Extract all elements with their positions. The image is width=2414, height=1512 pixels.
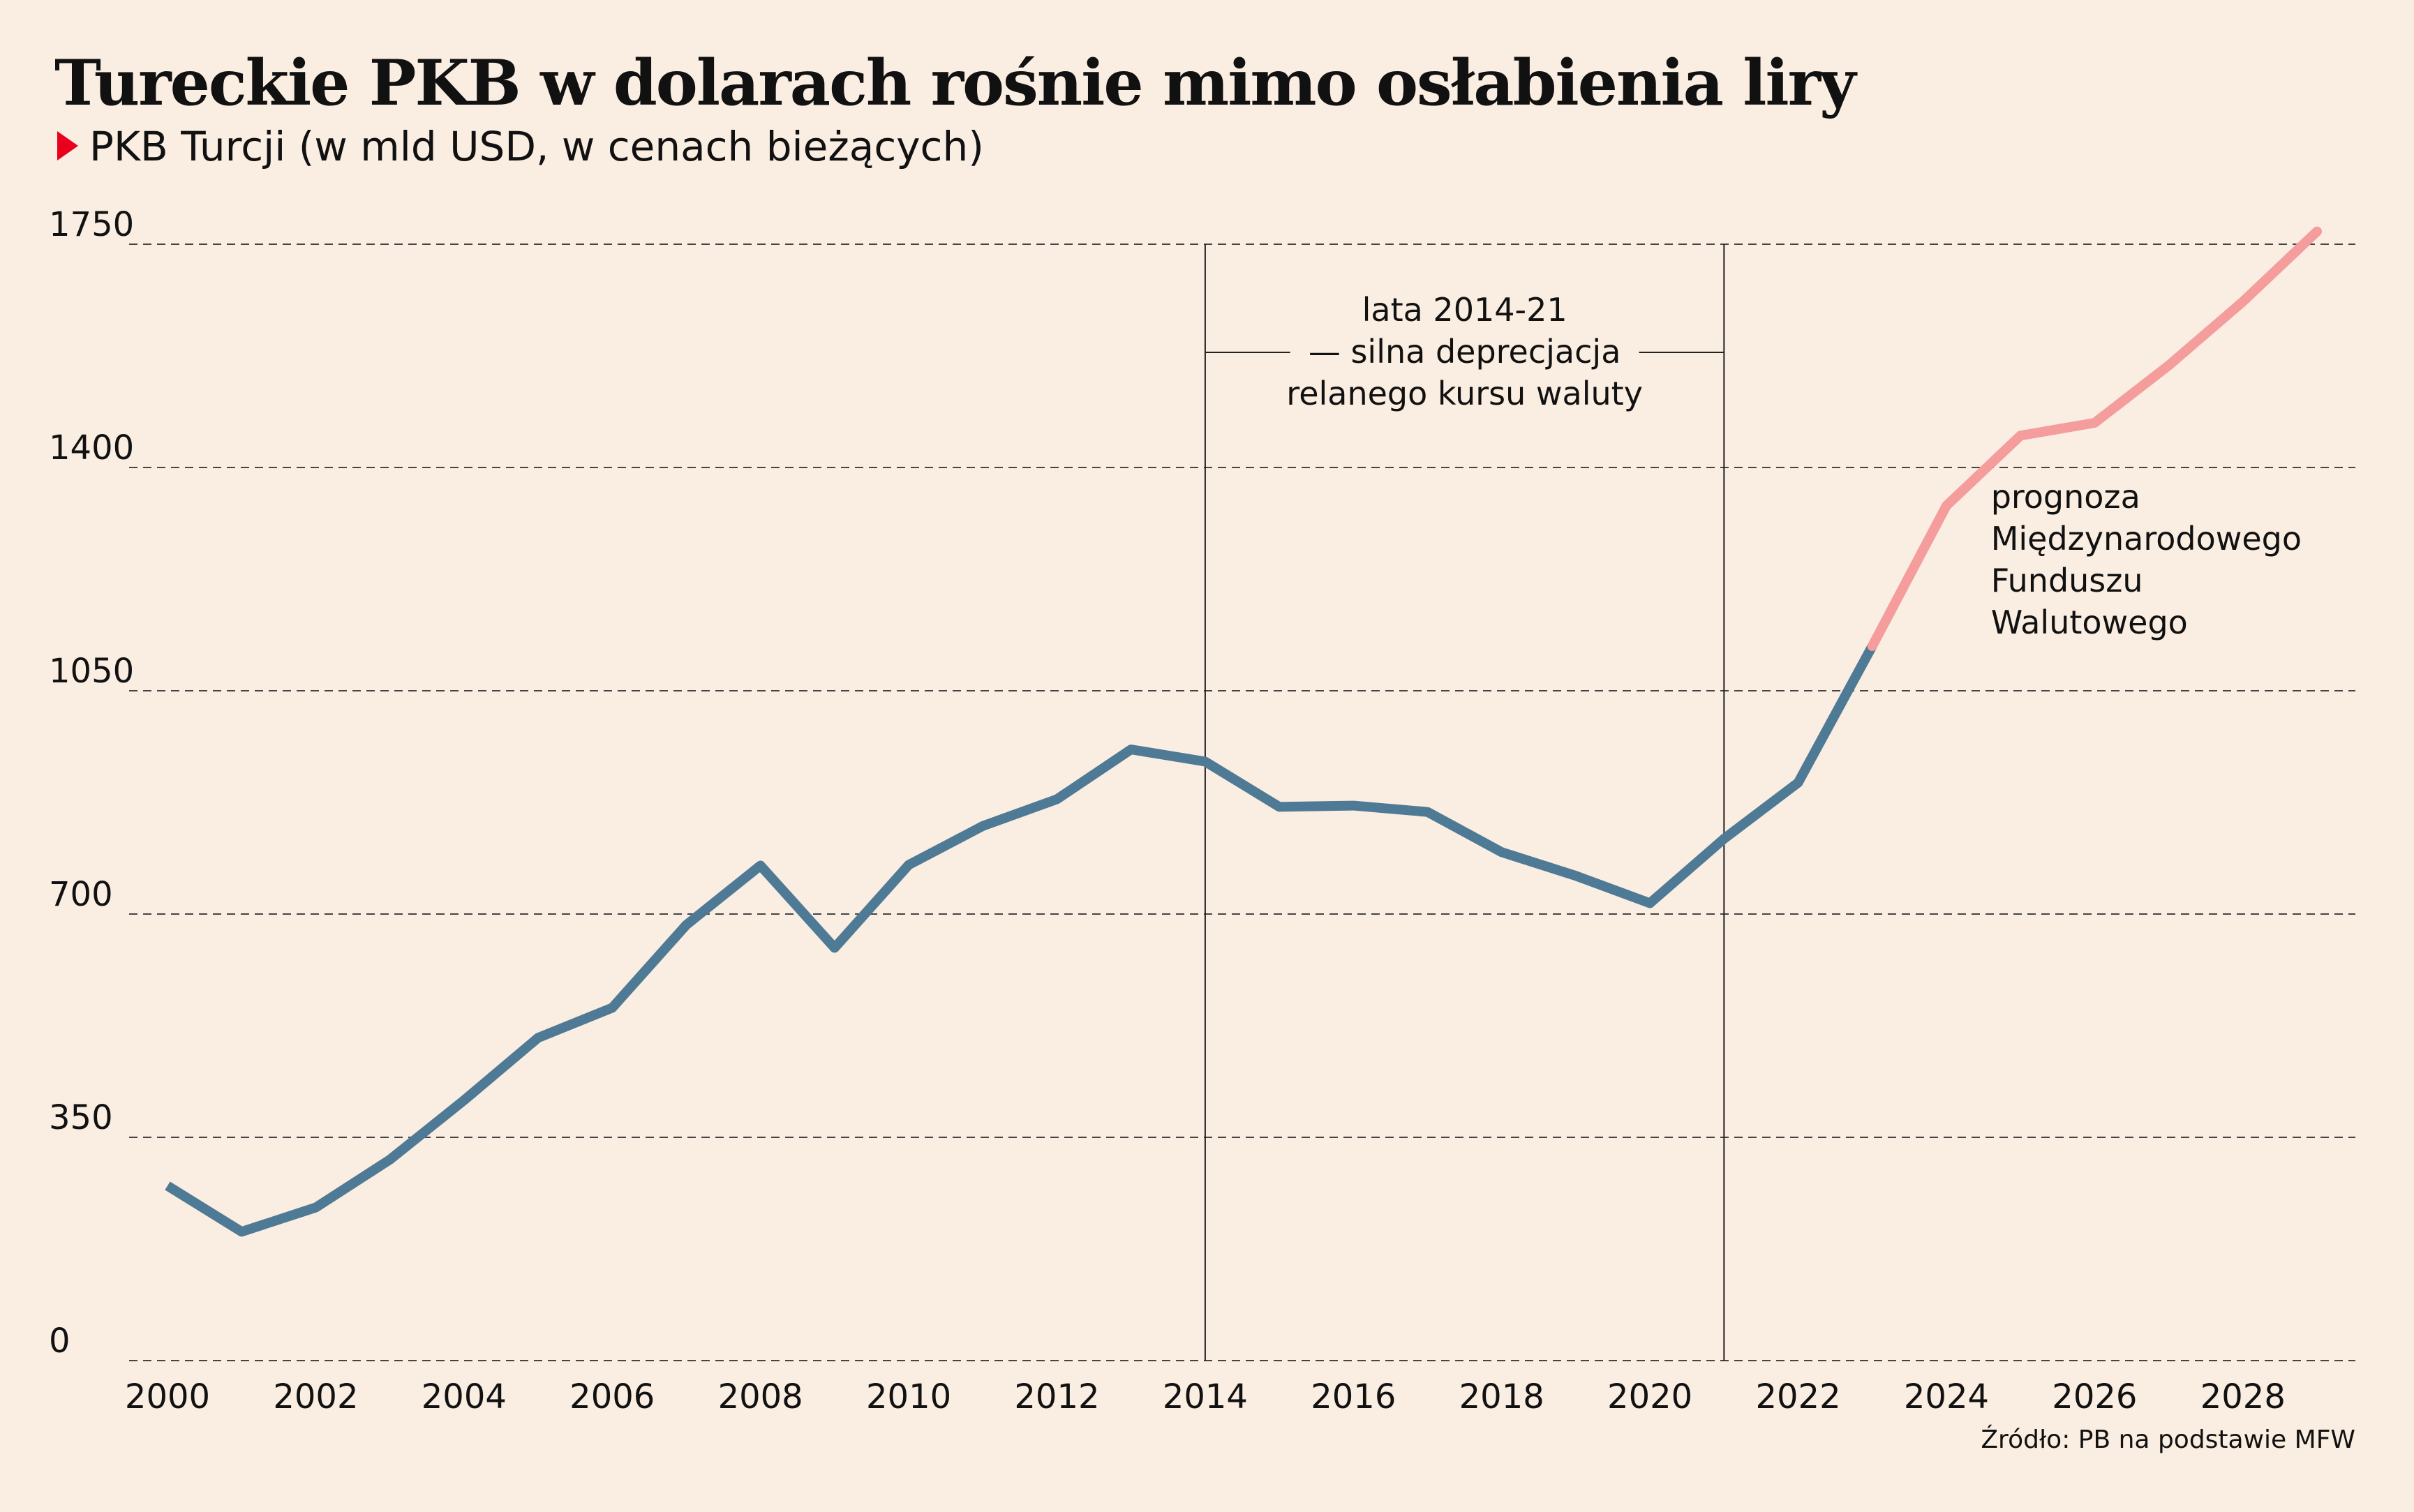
forecast-label-line: prognoza	[1991, 478, 2140, 516]
x-tick-label: 2018	[1459, 1377, 1544, 1416]
x-tick-label: 2000	[125, 1377, 210, 1416]
x-tick-label: 2006	[569, 1377, 655, 1416]
forecast-label-line: Funduszu	[1991, 562, 2143, 599]
y-tick-label: 1400	[49, 428, 134, 467]
y-tick-label: 1750	[49, 205, 134, 244]
annotations: prognoza Międzynarodowego Funduszu Walutowe…	[1991, 478, 2302, 641]
x-tick-label: 2010	[866, 1377, 951, 1416]
x-tick-label: 2024	[1904, 1377, 1989, 1416]
period-label-line: relanego kursu waluty	[1286, 375, 1643, 412]
x-tick-label: 2004	[422, 1377, 507, 1416]
series	[165, 226, 2322, 1237]
deprecation-period: lata 2014-21 — silna deprecjacja relanego …	[1204, 244, 1725, 1361]
source-note: Źródło: PB na podstawie MFW	[1981, 1425, 2355, 1454]
y-tick-label: 1050	[49, 652, 134, 691]
x-tick-label: 2026	[2052, 1377, 2137, 1416]
y-tick-label: 0	[49, 1322, 70, 1361]
x-tick-label: 2012	[1014, 1377, 1099, 1416]
x-tick-label: 2020	[1607, 1377, 1692, 1416]
period-label-line: lata 2014-21	[1362, 291, 1567, 329]
forecast-label-line: Walutowego	[1991, 604, 2188, 641]
x-tick-label: 2002	[273, 1377, 358, 1416]
chart-subtitle: PKB Turcji (w mld USD, w cenach bieżącyc…	[89, 123, 984, 170]
grid: 0 350 700 1050 1400 1750	[49, 205, 2355, 1361]
series-line-forecast	[1867, 226, 2322, 651]
y-tick-label: 350	[49, 1098, 113, 1137]
x-tick-label: 2028	[2200, 1377, 2286, 1416]
x-tick-label: 2022	[1755, 1377, 1840, 1416]
period-label-line: — silna deprecjacja	[1309, 333, 1621, 370]
forecast-label-line: Międzynarodowego	[1991, 520, 2302, 557]
y-tick-label: 700	[49, 875, 113, 914]
subtitle-marker-icon	[57, 131, 78, 160]
series-line-actual	[165, 643, 1877, 1237]
chart-title: Tureckie PKB w dolarach rośnie mimo osła…	[54, 46, 1858, 120]
x-axis: 2000 2002 2004 2006 2008 2010 2012 2014 2016 2018…	[125, 1377, 2286, 1416]
x-tick-label: 2008	[718, 1377, 803, 1416]
x-tick-label: 2014	[1163, 1377, 1248, 1416]
x-tick-label: 2016	[1311, 1377, 1396, 1416]
